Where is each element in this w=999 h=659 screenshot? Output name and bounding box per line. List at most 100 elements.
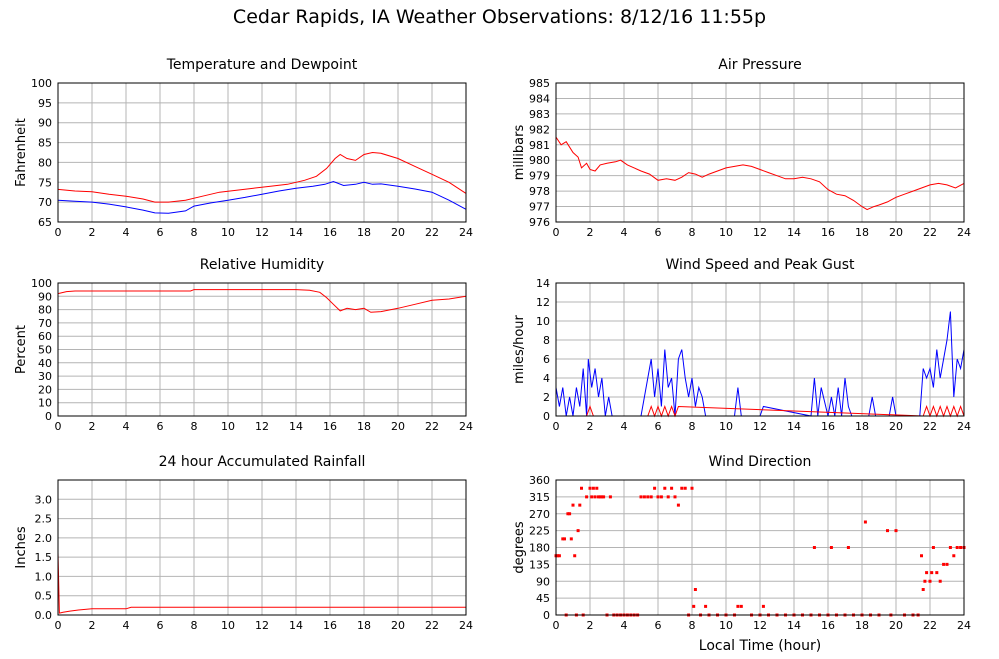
wind-x-tick-label: 14 [787, 420, 801, 433]
temp-x-tick-label: 24 [459, 226, 473, 239]
direction-y-tick-label: 360 [529, 474, 550, 487]
rain-x-tick-label: 2 [89, 619, 96, 632]
pressure-x-tick-label: 2 [587, 226, 594, 239]
wind-y-tick-label: 0 [543, 410, 550, 423]
pressure-x-tick-label: 16 [821, 226, 835, 239]
wind-series-line [556, 405, 965, 418]
direction-y-tick-label: 180 [529, 542, 550, 555]
pressure-y-tick-label: 984 [529, 92, 550, 105]
humidity-x-tick-label: 20 [391, 420, 405, 433]
temp-series-line [57, 151, 467, 203]
direction-point [676, 503, 680, 507]
wind-x-tick-label: 10 [719, 420, 733, 433]
direction-point [653, 486, 657, 490]
wind-y-tick-label: 4 [543, 372, 550, 385]
wind-y-tick-label: 8 [543, 334, 550, 347]
humidity-x-tick-label: 18 [357, 420, 371, 433]
direction-point [585, 495, 589, 499]
rain-x-tick-label: 20 [391, 619, 405, 632]
temp-y-tick-label: 100 [31, 77, 52, 90]
rain-x-tick-label: 8 [191, 619, 198, 632]
humidity-y-tick-label: 10 [38, 397, 52, 410]
direction-point [952, 554, 956, 558]
direction-x-tick-label: 22 [923, 619, 937, 632]
humidity-y-tick-label: 70 [38, 317, 52, 330]
temp-title: Temperature and Dewpoint [166, 57, 358, 73]
direction-y-tick-label: 315 [529, 491, 550, 504]
pressure-x-tick-label: 12 [753, 226, 767, 239]
pressure-series-line [555, 136, 965, 211]
temp-x-tick-label: 0 [55, 226, 62, 239]
temp-y-tick-label: 90 [38, 117, 52, 130]
direction-point [761, 604, 765, 608]
pressure-x-tick-label: 14 [787, 226, 801, 239]
direction-point [948, 546, 952, 549]
rain-y-tick-label: 1.5 [35, 551, 53, 564]
bottom-x-axis-label: Local Time (hour) [699, 638, 821, 654]
direction-point [846, 546, 850, 549]
direction-y-tick-label: 90 [536, 575, 550, 588]
humidity-y-tick-label: 0 [45, 410, 52, 423]
direction-y-axis-label: degrees [512, 521, 527, 574]
temp-frame [57, 82, 467, 223]
direction-point [656, 495, 660, 499]
direction-point [666, 495, 670, 499]
direction-point [673, 495, 677, 499]
direction-title: Wind Direction [709, 454, 812, 470]
pressure-y-axis-label: millibars [512, 125, 527, 181]
wind-x-tick-label: 2 [587, 420, 594, 433]
rain-y-tick-label: 1.0 [35, 570, 53, 583]
humidity-y-axis-label: Percent [14, 325, 29, 374]
direction-x-tick-label: 2 [587, 619, 594, 632]
pressure-y-tick-label: 985 [529, 77, 550, 90]
direction-x-tick-label: 16 [821, 619, 835, 632]
direction-x-tick-label: 20 [889, 619, 903, 632]
wind-x-tick-label: 16 [821, 420, 835, 433]
rain-x-tick-label: 22 [425, 619, 439, 632]
humidity-title: Relative Humidity [200, 257, 324, 273]
temp-x-tick-label: 20 [391, 226, 405, 239]
direction-point [931, 546, 935, 549]
wind-x-tick-label: 4 [621, 420, 628, 433]
temp-y-tick-label: 65 [38, 216, 52, 229]
humidity-x-tick-label: 10 [221, 420, 235, 433]
wind-y-tick-label: 2 [543, 391, 550, 404]
direction-y-tick-label: 270 [529, 508, 550, 521]
temp-y-tick-label: 85 [38, 137, 52, 150]
direction-point [704, 604, 708, 608]
direction-point [642, 495, 646, 499]
direction-point [573, 554, 577, 558]
direction-point [568, 512, 572, 516]
direction-point [925, 571, 929, 575]
humidity-y-tick-label: 60 [38, 330, 52, 343]
humidity-x-tick-label: 24 [459, 420, 473, 433]
wind-x-tick-label: 6 [655, 420, 662, 433]
wind-y-tick-label: 10 [536, 315, 550, 328]
temp-y-axis-label: Fahrenheit [14, 118, 29, 187]
temp-x-tick-label: 16 [323, 226, 337, 239]
direction-point [930, 571, 934, 575]
pressure-x-tick-label: 0 [553, 226, 560, 239]
direction-point [690, 486, 694, 490]
humidity-y-tick-label: 90 [38, 290, 52, 303]
pressure-x-tick-label: 8 [689, 226, 696, 239]
humidity-x-tick-label: 14 [289, 420, 303, 433]
direction-point [921, 588, 925, 591]
direction-point [595, 486, 599, 490]
direction-point [646, 495, 650, 499]
rain-x-tick-label: 14 [289, 619, 303, 632]
direction-point [886, 529, 889, 533]
temp-y-tick-label: 75 [38, 176, 52, 189]
rain-x-tick-label: 10 [221, 619, 235, 632]
humidity-x-tick-label: 4 [123, 420, 130, 433]
direction-point [598, 495, 602, 499]
pressure-x-tick-label: 6 [655, 226, 662, 239]
direction-point [600, 495, 604, 499]
direction-y-tick-label: 45 [536, 592, 550, 605]
rain-x-tick-label: 12 [255, 619, 269, 632]
direction-point [602, 495, 606, 499]
rain-x-tick-label: 24 [459, 619, 473, 632]
